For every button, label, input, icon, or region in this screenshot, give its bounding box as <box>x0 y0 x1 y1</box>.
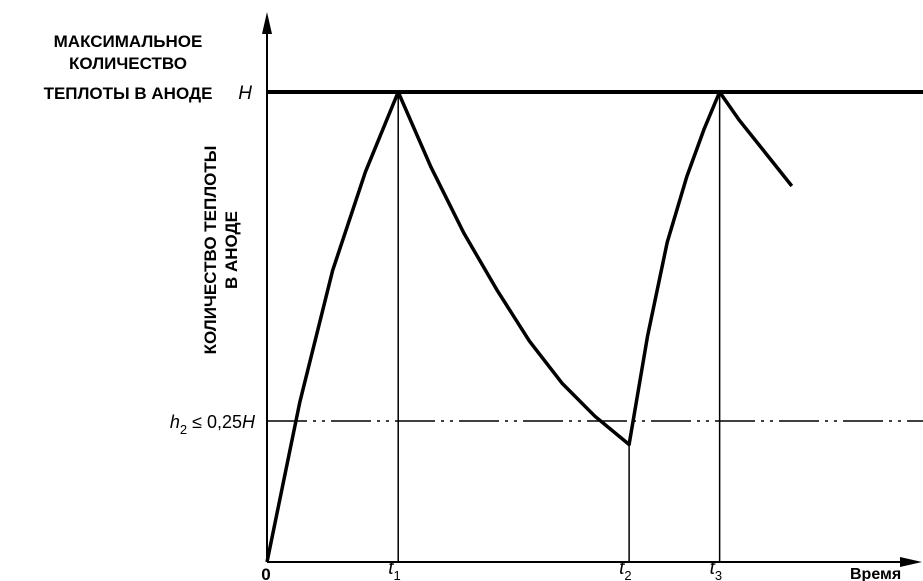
y-tick-h2: h2 ≤ 0,25H <box>170 412 256 437</box>
x-tick-t3: t3 <box>710 558 723 581</box>
chart-title-line-1: МАКСИМАЛЬНОЕ <box>54 32 203 51</box>
x-tick-t1: t1 <box>388 558 401 581</box>
y-tick-h2-tail: H <box>242 412 256 432</box>
y-tick-h2-sub: 2 <box>180 422 187 437</box>
x-axis-arrow <box>900 557 922 567</box>
origin-label: 0 <box>261 565 270 581</box>
x-tick-t2-main: t <box>619 558 625 579</box>
x-tick-t3-main: t <box>710 558 716 579</box>
y-tick-h2-main: h <box>170 412 180 432</box>
chart-title-line-3: ТЕПЛОТЫ В АНОДЕ <box>44 84 213 103</box>
y-axis-label-line-1: КОЛИЧЕСТВО ТЕПЛОТЫ <box>201 146 220 355</box>
x-tick-t3-sub: 3 <box>715 568 722 581</box>
x-axis-label: Время <box>850 566 901 581</box>
x-tick-t2-sub: 2 <box>624 568 631 581</box>
x-tick-t2: t2 <box>619 558 632 581</box>
heat-curve <box>265 90 794 563</box>
chart-title-line-2: КОЛИЧЕСТВО <box>69 54 187 73</box>
y-axis-arrow <box>262 12 272 34</box>
x-tick-t1-main: t <box>388 558 394 579</box>
x-tick-t1-sub: 1 <box>393 568 400 581</box>
y-tick-H: H <box>238 83 252 104</box>
y-axis-label-line-2: В АНОДЕ <box>222 211 241 289</box>
y-tick-h2-rest: ≤ 0,25 <box>187 412 242 432</box>
